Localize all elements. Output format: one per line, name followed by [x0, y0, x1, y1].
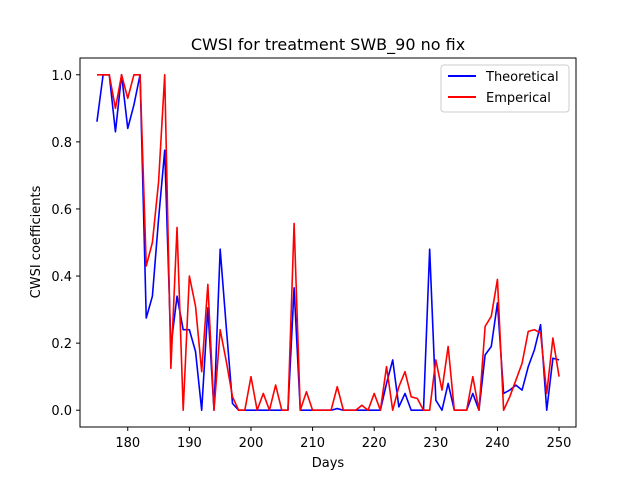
- y-axis: 0.0 0.2 0.4 0.6 0.8 1.0: [51, 69, 80, 419]
- y-axis-title: CWSI coefficients: [29, 185, 44, 298]
- y-tick-label: 0.0: [51, 404, 72, 419]
- y-tick-label: 0.8: [51, 136, 72, 151]
- series-line-emperical: [96, 73, 560, 412]
- chart-title: CWSI for treatment SWB_90 no fix: [191, 35, 465, 55]
- y-tick-label: 0.6: [51, 203, 72, 218]
- x-axis: 180 190 200 210 220 230 240 250: [115, 427, 571, 451]
- x-tick-label: 190: [177, 436, 202, 451]
- y-tick-label: 0.2: [51, 337, 72, 352]
- y-tick-label: 0.4: [51, 270, 72, 285]
- x-tick-label: 240: [485, 436, 510, 451]
- legend: Theoretical Emperical: [440, 64, 570, 113]
- x-tick-label: 200: [239, 436, 264, 451]
- x-tick-label: 180: [115, 436, 140, 451]
- x-axis-title: Days: [312, 456, 345, 471]
- plot-frame: [79, 57, 577, 428]
- x-tick-label: 220: [362, 436, 387, 451]
- x-tick-label: 230: [423, 436, 448, 451]
- y-tick-label: 1.0: [51, 69, 72, 84]
- legend-label-theoretical: Theoretical: [485, 70, 559, 85]
- series-layer: [96, 73, 560, 412]
- x-tick-label: 210: [300, 436, 325, 451]
- x-tick-label: 250: [547, 436, 572, 451]
- legend-label-emperical: Emperical: [486, 91, 551, 106]
